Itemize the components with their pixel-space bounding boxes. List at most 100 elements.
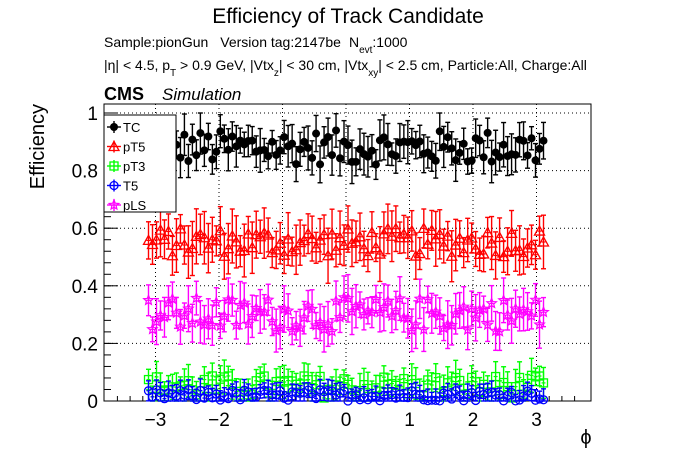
- data-point: [238, 244, 251, 256]
- data-point: [445, 249, 458, 261]
- data-point: [425, 224, 438, 236]
- data-point: [222, 242, 235, 254]
- data-point: [461, 323, 474, 336]
- data-point: [379, 133, 388, 142]
- data-point: [304, 143, 313, 152]
- data-point: [343, 141, 352, 150]
- data-point: [228, 132, 237, 141]
- data-point: [158, 232, 171, 244]
- data-point: [521, 241, 534, 253]
- data-point: [369, 241, 383, 253]
- series-pt5: [142, 202, 550, 284]
- legend-label: pLS: [123, 198, 146, 213]
- data-point: [300, 137, 309, 146]
- data-point: [278, 248, 291, 260]
- data-point: [246, 241, 259, 253]
- data-point: [313, 233, 327, 245]
- data-point: [317, 228, 331, 240]
- data-point: [210, 295, 223, 308]
- data-point: [154, 223, 167, 235]
- data-point: [389, 222, 402, 234]
- data-point: [467, 156, 476, 165]
- x-tick-label: 2: [468, 410, 479, 431]
- data-point: [186, 316, 199, 329]
- data-point: [294, 236, 307, 248]
- data-point: [490, 371, 501, 382]
- data-point: [220, 134, 229, 143]
- x-tick-label: −1: [272, 410, 294, 431]
- vz-cut: | < 30 cm, |Vtx: [279, 57, 368, 73]
- data-point: [493, 231, 506, 243]
- legend-label: T5: [123, 179, 138, 194]
- data-point: [538, 378, 549, 388]
- data-point: [393, 291, 407, 304]
- data-point: [282, 232, 295, 244]
- data-point: [477, 302, 490, 315]
- data-point: [535, 144, 544, 153]
- data-point: [192, 151, 201, 160]
- data-point: [457, 246, 470, 258]
- data-point: [337, 238, 351, 250]
- data-point: [481, 318, 494, 331]
- data-point: [417, 222, 430, 234]
- data-point: [415, 137, 424, 146]
- data-point: [531, 156, 540, 165]
- legend-entry-pt3: pT3: [107, 159, 145, 174]
- data-point: [210, 234, 223, 246]
- vxy-cut: | < 2.5 cm, Particle:All, Charge:All: [378, 57, 587, 73]
- data-point: [529, 248, 542, 260]
- data-point: [511, 150, 520, 159]
- data-point: [529, 293, 542, 306]
- data-point: [312, 129, 321, 138]
- series-pls: [142, 273, 550, 353]
- data-point: [309, 241, 323, 253]
- data-point: [479, 153, 488, 162]
- data-point: [433, 227, 446, 239]
- data-point: [206, 318, 219, 331]
- data-point: [485, 296, 498, 309]
- data-point: [190, 229, 203, 241]
- subtitle-line-1: Sample:pionGun Version tag:2147be Nevt:100…: [104, 34, 408, 56]
- data-point: [351, 157, 360, 166]
- data-point: [142, 234, 155, 246]
- data-point: [469, 242, 482, 254]
- data-point: [447, 144, 456, 153]
- y-axis: 0 0.2 0.4 0.6 0.8 1: [72, 104, 118, 413]
- data-point: [212, 147, 221, 156]
- data-point: [505, 227, 518, 239]
- x-tick-label: 1: [404, 410, 415, 431]
- data-point: [204, 132, 213, 141]
- data-point: [451, 156, 460, 165]
- data-point: [264, 152, 273, 161]
- data-point: [455, 375, 465, 386]
- data-point: [254, 230, 267, 242]
- legend: TC pT5 pT3 T5 pLS: [103, 114, 177, 213]
- data-point: [357, 242, 371, 254]
- data-point: [286, 245, 299, 257]
- data-point: [142, 293, 155, 306]
- pt-cut: > 0.9 GeV, |Vtx: [176, 57, 274, 73]
- data-point: [471, 395, 481, 406]
- data-point: [296, 145, 305, 154]
- data-point: [200, 146, 209, 155]
- simulation-label: Simulation: [162, 85, 241, 104]
- data-point: [409, 249, 422, 261]
- data-point: [248, 136, 257, 145]
- data-point: [332, 126, 341, 135]
- eta-cut: |η| < 4.5, p: [104, 57, 170, 73]
- data-point: [316, 160, 325, 169]
- data-point: [202, 241, 215, 253]
- legend-marker: [109, 161, 119, 171]
- data-point: [441, 229, 454, 241]
- data-point: [223, 393, 233, 404]
- data-point: [385, 229, 398, 241]
- legend-label: TC: [123, 120, 140, 135]
- data-point: [519, 136, 528, 145]
- data-point: [513, 244, 526, 256]
- data-point: [501, 244, 514, 256]
- data-point: [391, 152, 400, 161]
- data-point: [196, 129, 205, 138]
- data-point: [497, 250, 510, 262]
- data-point: [290, 243, 303, 255]
